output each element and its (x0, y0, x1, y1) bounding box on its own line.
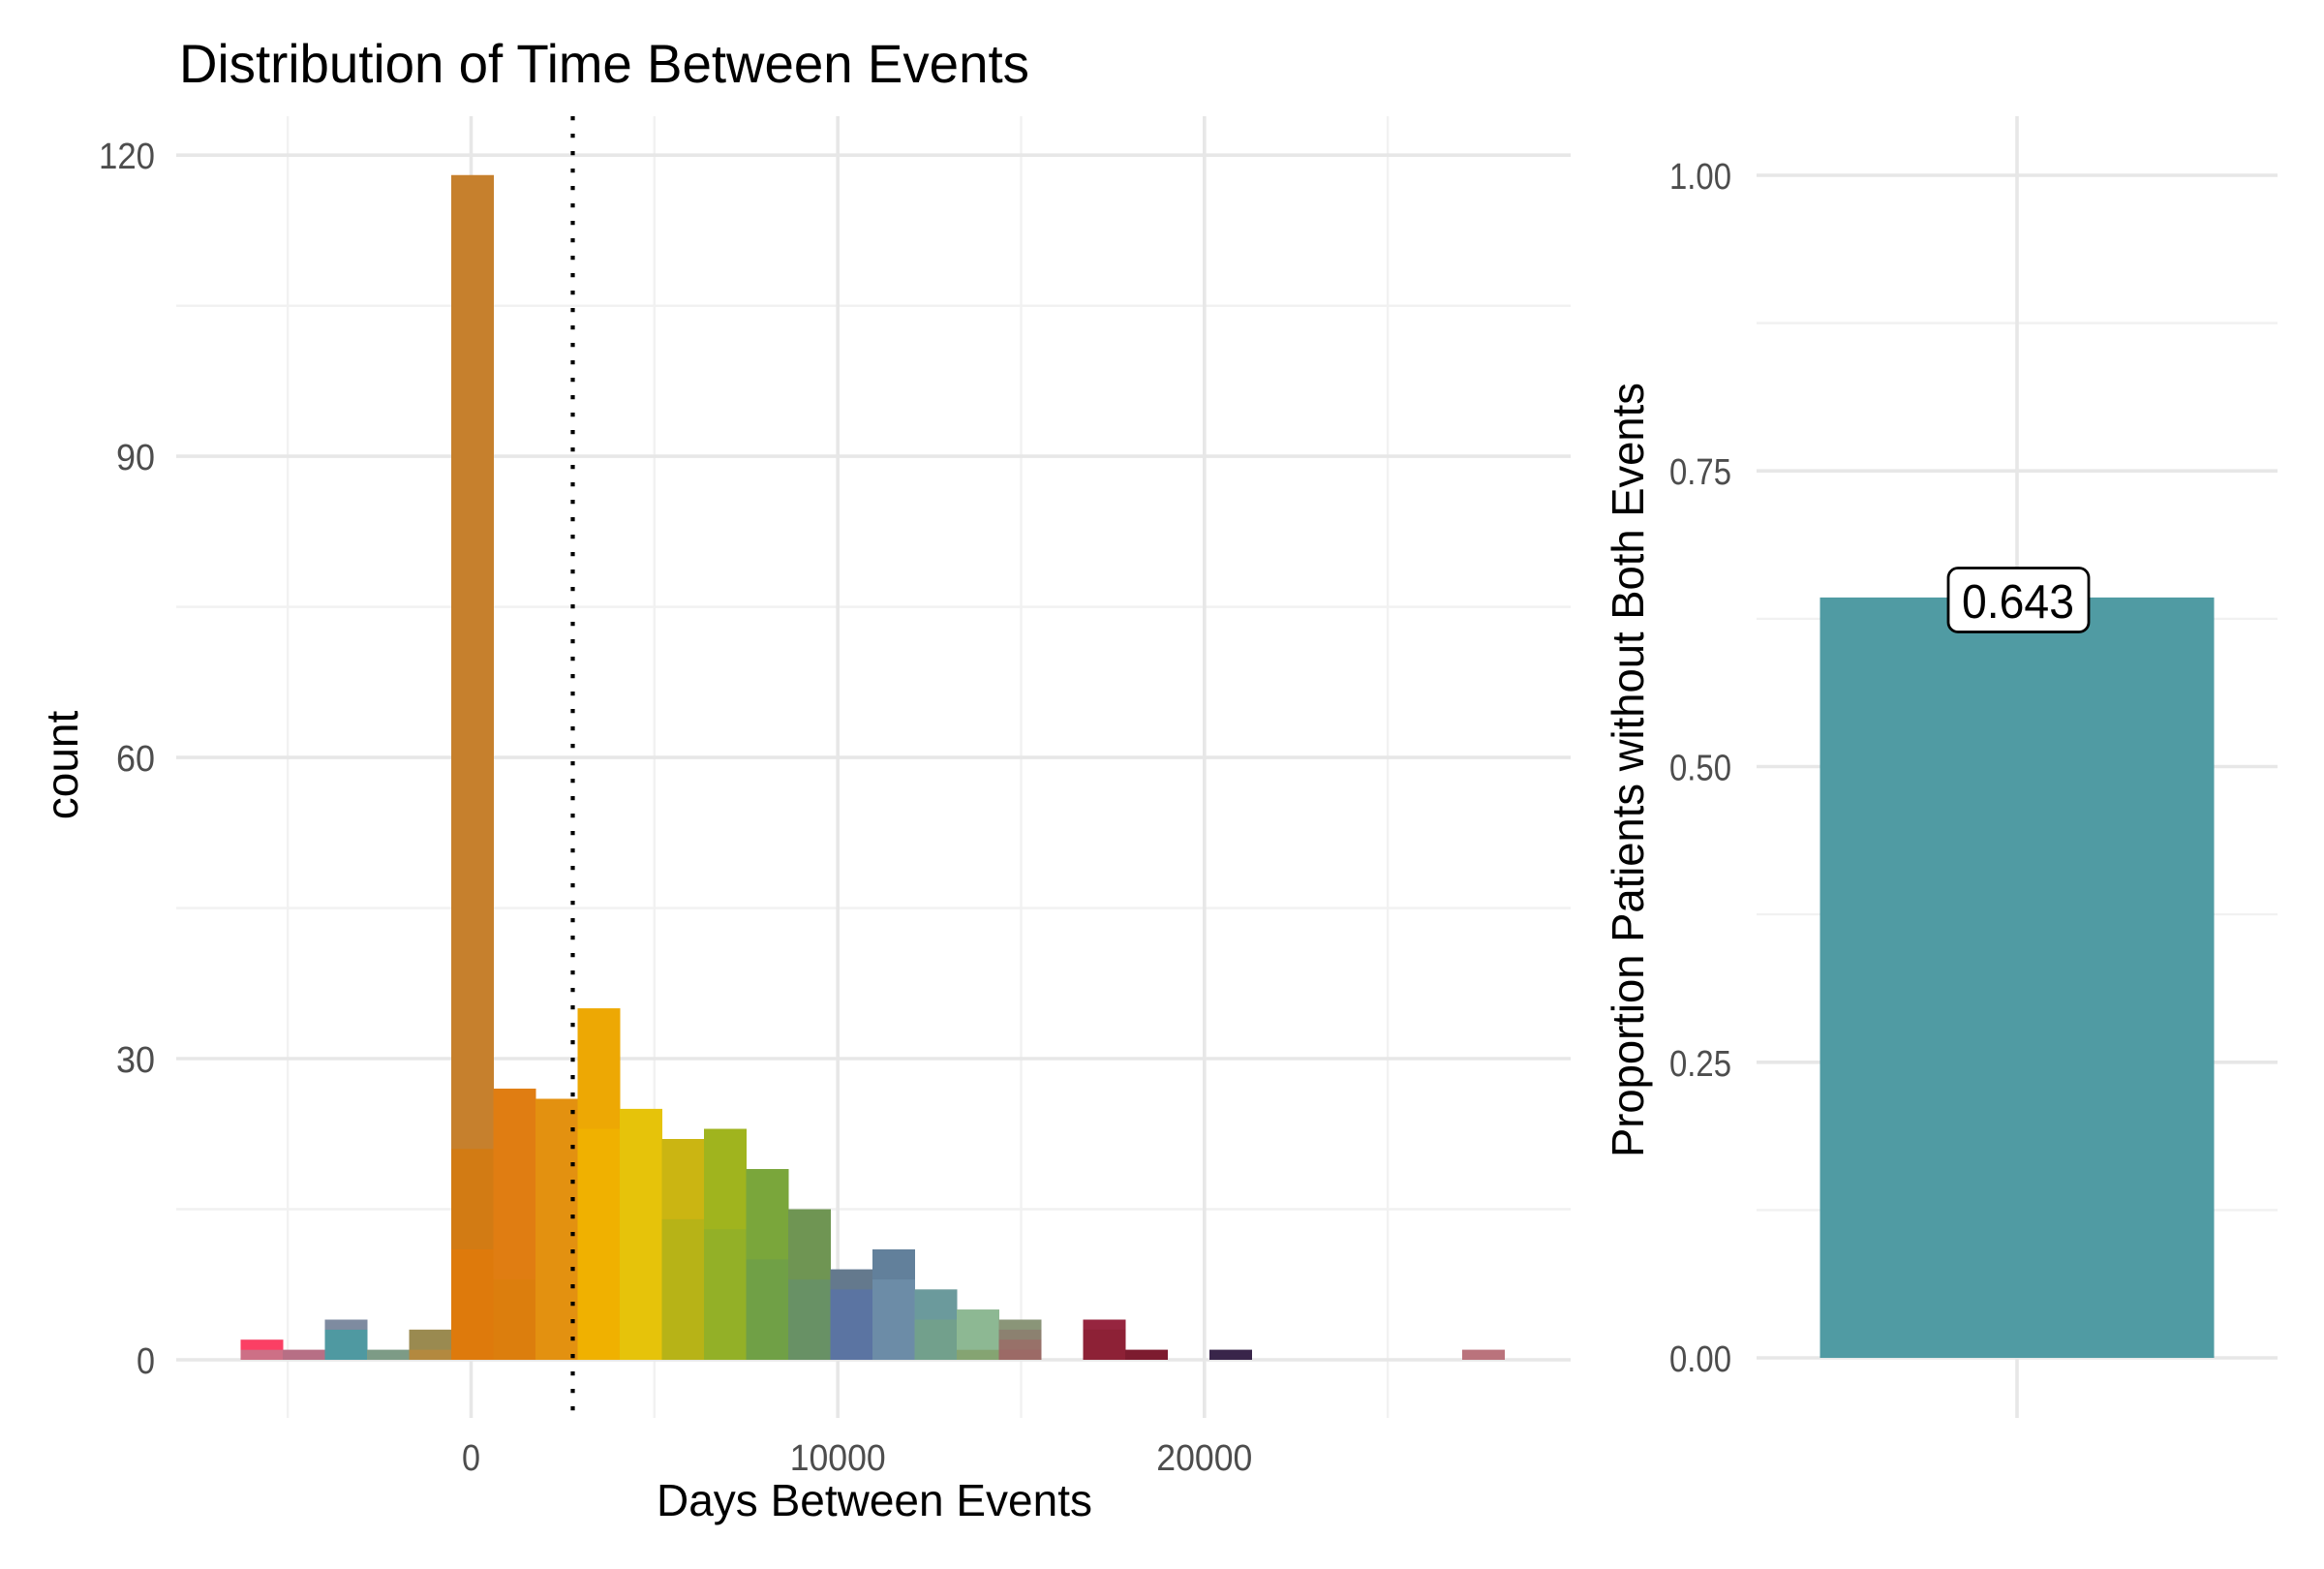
svg-text:0: 0 (462, 1438, 480, 1479)
svg-text:10000: 10000 (790, 1438, 886, 1479)
svg-text:0.50: 0.50 (1669, 749, 1731, 789)
svg-text:Distribution of Time Between E: Distribution of Time Between Events (179, 33, 1029, 94)
svg-text:Proportion Patients without Bo: Proportion Patients without Both Events (1603, 383, 1653, 1157)
svg-text:0: 0 (137, 1341, 155, 1382)
svg-text:90: 90 (116, 438, 155, 478)
svg-text:30: 30 (116, 1040, 155, 1081)
svg-text:0.643: 0.643 (1962, 576, 2074, 629)
svg-text:0.25: 0.25 (1669, 1044, 1731, 1085)
svg-text:0.75: 0.75 (1669, 452, 1731, 493)
svg-text:0.00: 0.00 (1669, 1339, 1731, 1380)
svg-text:60: 60 (116, 739, 155, 780)
svg-text:Days Between Events: Days Between Events (657, 1475, 1092, 1525)
svg-text:20000: 20000 (1156, 1438, 1252, 1479)
svg-text:count: count (37, 711, 87, 820)
svg-text:120: 120 (99, 137, 155, 177)
svg-text:1.00: 1.00 (1669, 157, 1731, 198)
